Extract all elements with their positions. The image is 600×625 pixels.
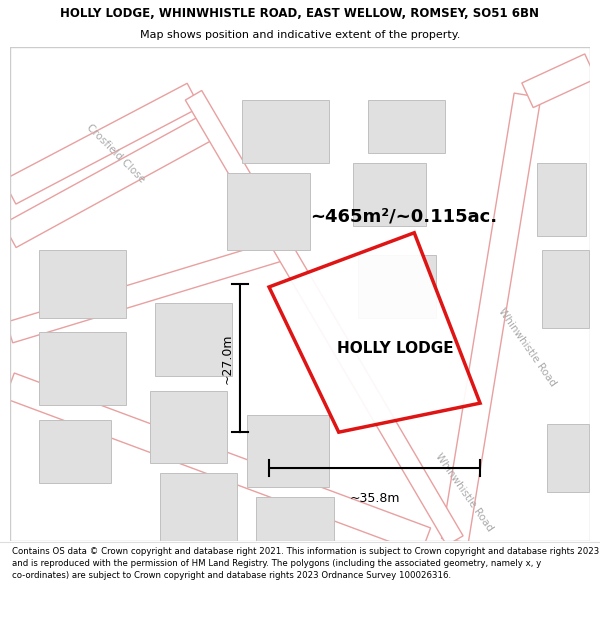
Text: ~27.0m: ~27.0m — [221, 333, 234, 384]
Polygon shape — [5, 373, 431, 553]
Polygon shape — [353, 163, 426, 226]
Polygon shape — [542, 250, 589, 328]
Polygon shape — [155, 303, 232, 376]
Text: Whinwhistle Road: Whinwhistle Road — [434, 451, 496, 533]
Polygon shape — [547, 424, 589, 493]
Text: Contains OS data © Crown copyright and database right 2021. This information is : Contains OS data © Crown copyright and d… — [12, 548, 599, 580]
Polygon shape — [537, 163, 586, 236]
Polygon shape — [358, 255, 436, 318]
Text: HOLLY LODGE, WHINWHISTLE ROAD, EAST WELLOW, ROMSEY, SO51 6BN: HOLLY LODGE, WHINWHISTLE ROAD, EAST WELL… — [61, 7, 539, 19]
Polygon shape — [185, 91, 463, 546]
Text: ~465m²/~0.115ac.: ~465m²/~0.115ac. — [310, 208, 497, 225]
Polygon shape — [38, 332, 126, 405]
Polygon shape — [242, 100, 329, 163]
Polygon shape — [442, 93, 541, 542]
Polygon shape — [368, 100, 445, 153]
Polygon shape — [3, 112, 220, 248]
Text: Crosfield Close: Crosfield Close — [85, 122, 147, 184]
Polygon shape — [269, 232, 480, 432]
Polygon shape — [160, 473, 237, 541]
Polygon shape — [38, 419, 111, 482]
Polygon shape — [247, 415, 329, 488]
Polygon shape — [3, 83, 200, 204]
Text: Whinwhistle Road: Whinwhistle Road — [497, 306, 558, 388]
Polygon shape — [7, 240, 284, 343]
Text: Map shows position and indicative extent of the property.: Map shows position and indicative extent… — [140, 30, 460, 40]
Text: ~35.8m: ~35.8m — [349, 492, 400, 505]
Polygon shape — [227, 173, 310, 250]
Polygon shape — [150, 391, 227, 463]
Polygon shape — [522, 54, 596, 107]
Polygon shape — [256, 497, 334, 541]
Text: HOLLY LODGE: HOLLY LODGE — [337, 341, 453, 356]
Polygon shape — [38, 250, 126, 318]
